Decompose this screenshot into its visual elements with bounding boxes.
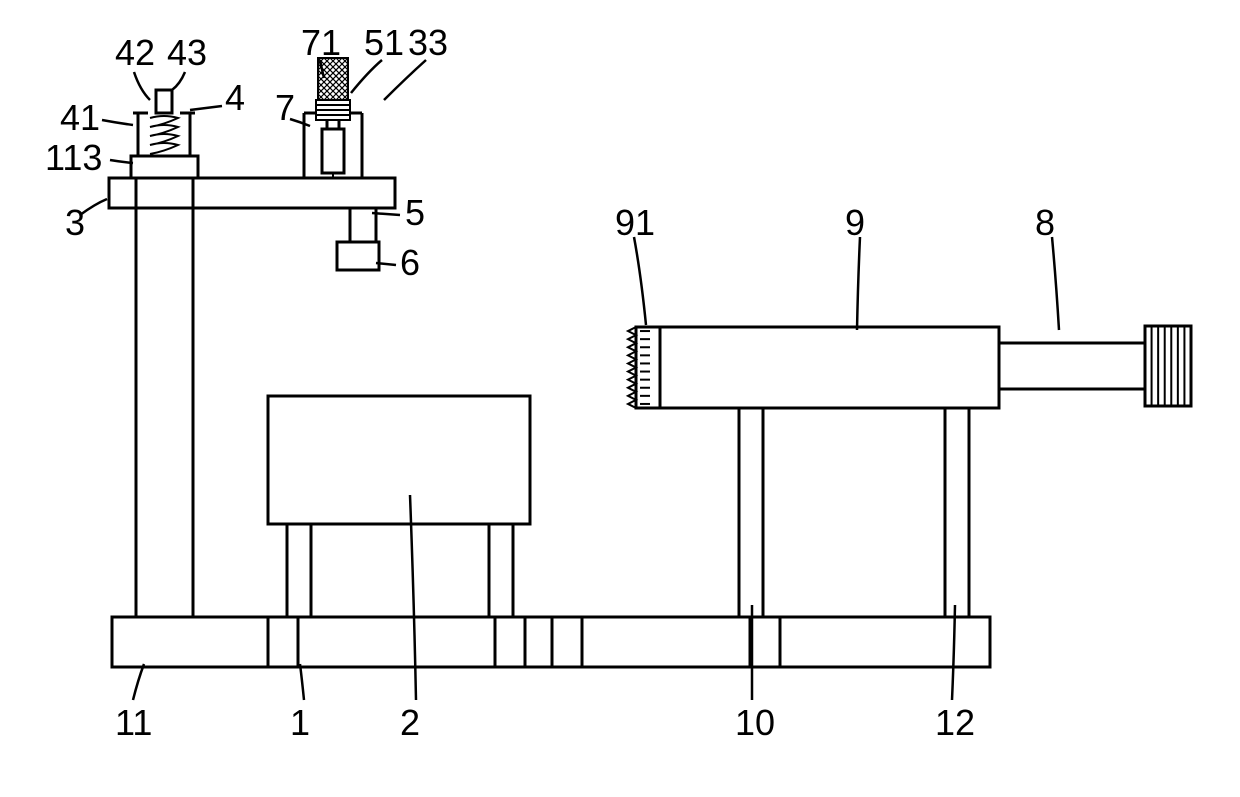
label-4: 4 — [225, 77, 245, 118]
label-8: 8 — [1035, 202, 1055, 243]
label-9: 9 — [845, 202, 865, 243]
label-43: 43 — [167, 32, 207, 73]
label-10: 10 — [735, 702, 775, 743]
label-2: 2 — [400, 702, 420, 743]
label-3: 3 — [65, 202, 85, 243]
label-11: 11 — [115, 702, 152, 743]
label-6: 6 — [400, 242, 420, 283]
label-12: 12 — [935, 702, 975, 743]
label-41: 41 — [60, 97, 100, 138]
label-1: 1 — [290, 702, 310, 743]
label-7: 7 — [275, 87, 295, 128]
label-42: 42 — [115, 32, 155, 73]
label-51: 51 — [364, 22, 404, 63]
label-71: 71 — [301, 22, 341, 63]
technical-diagram: 42437151334174113356919811121012 — [0, 0, 1240, 797]
label-113: 113 — [45, 137, 102, 178]
label-91: 91 — [615, 202, 655, 243]
label-33: 33 — [408, 22, 448, 63]
label-5: 5 — [405, 192, 425, 233]
